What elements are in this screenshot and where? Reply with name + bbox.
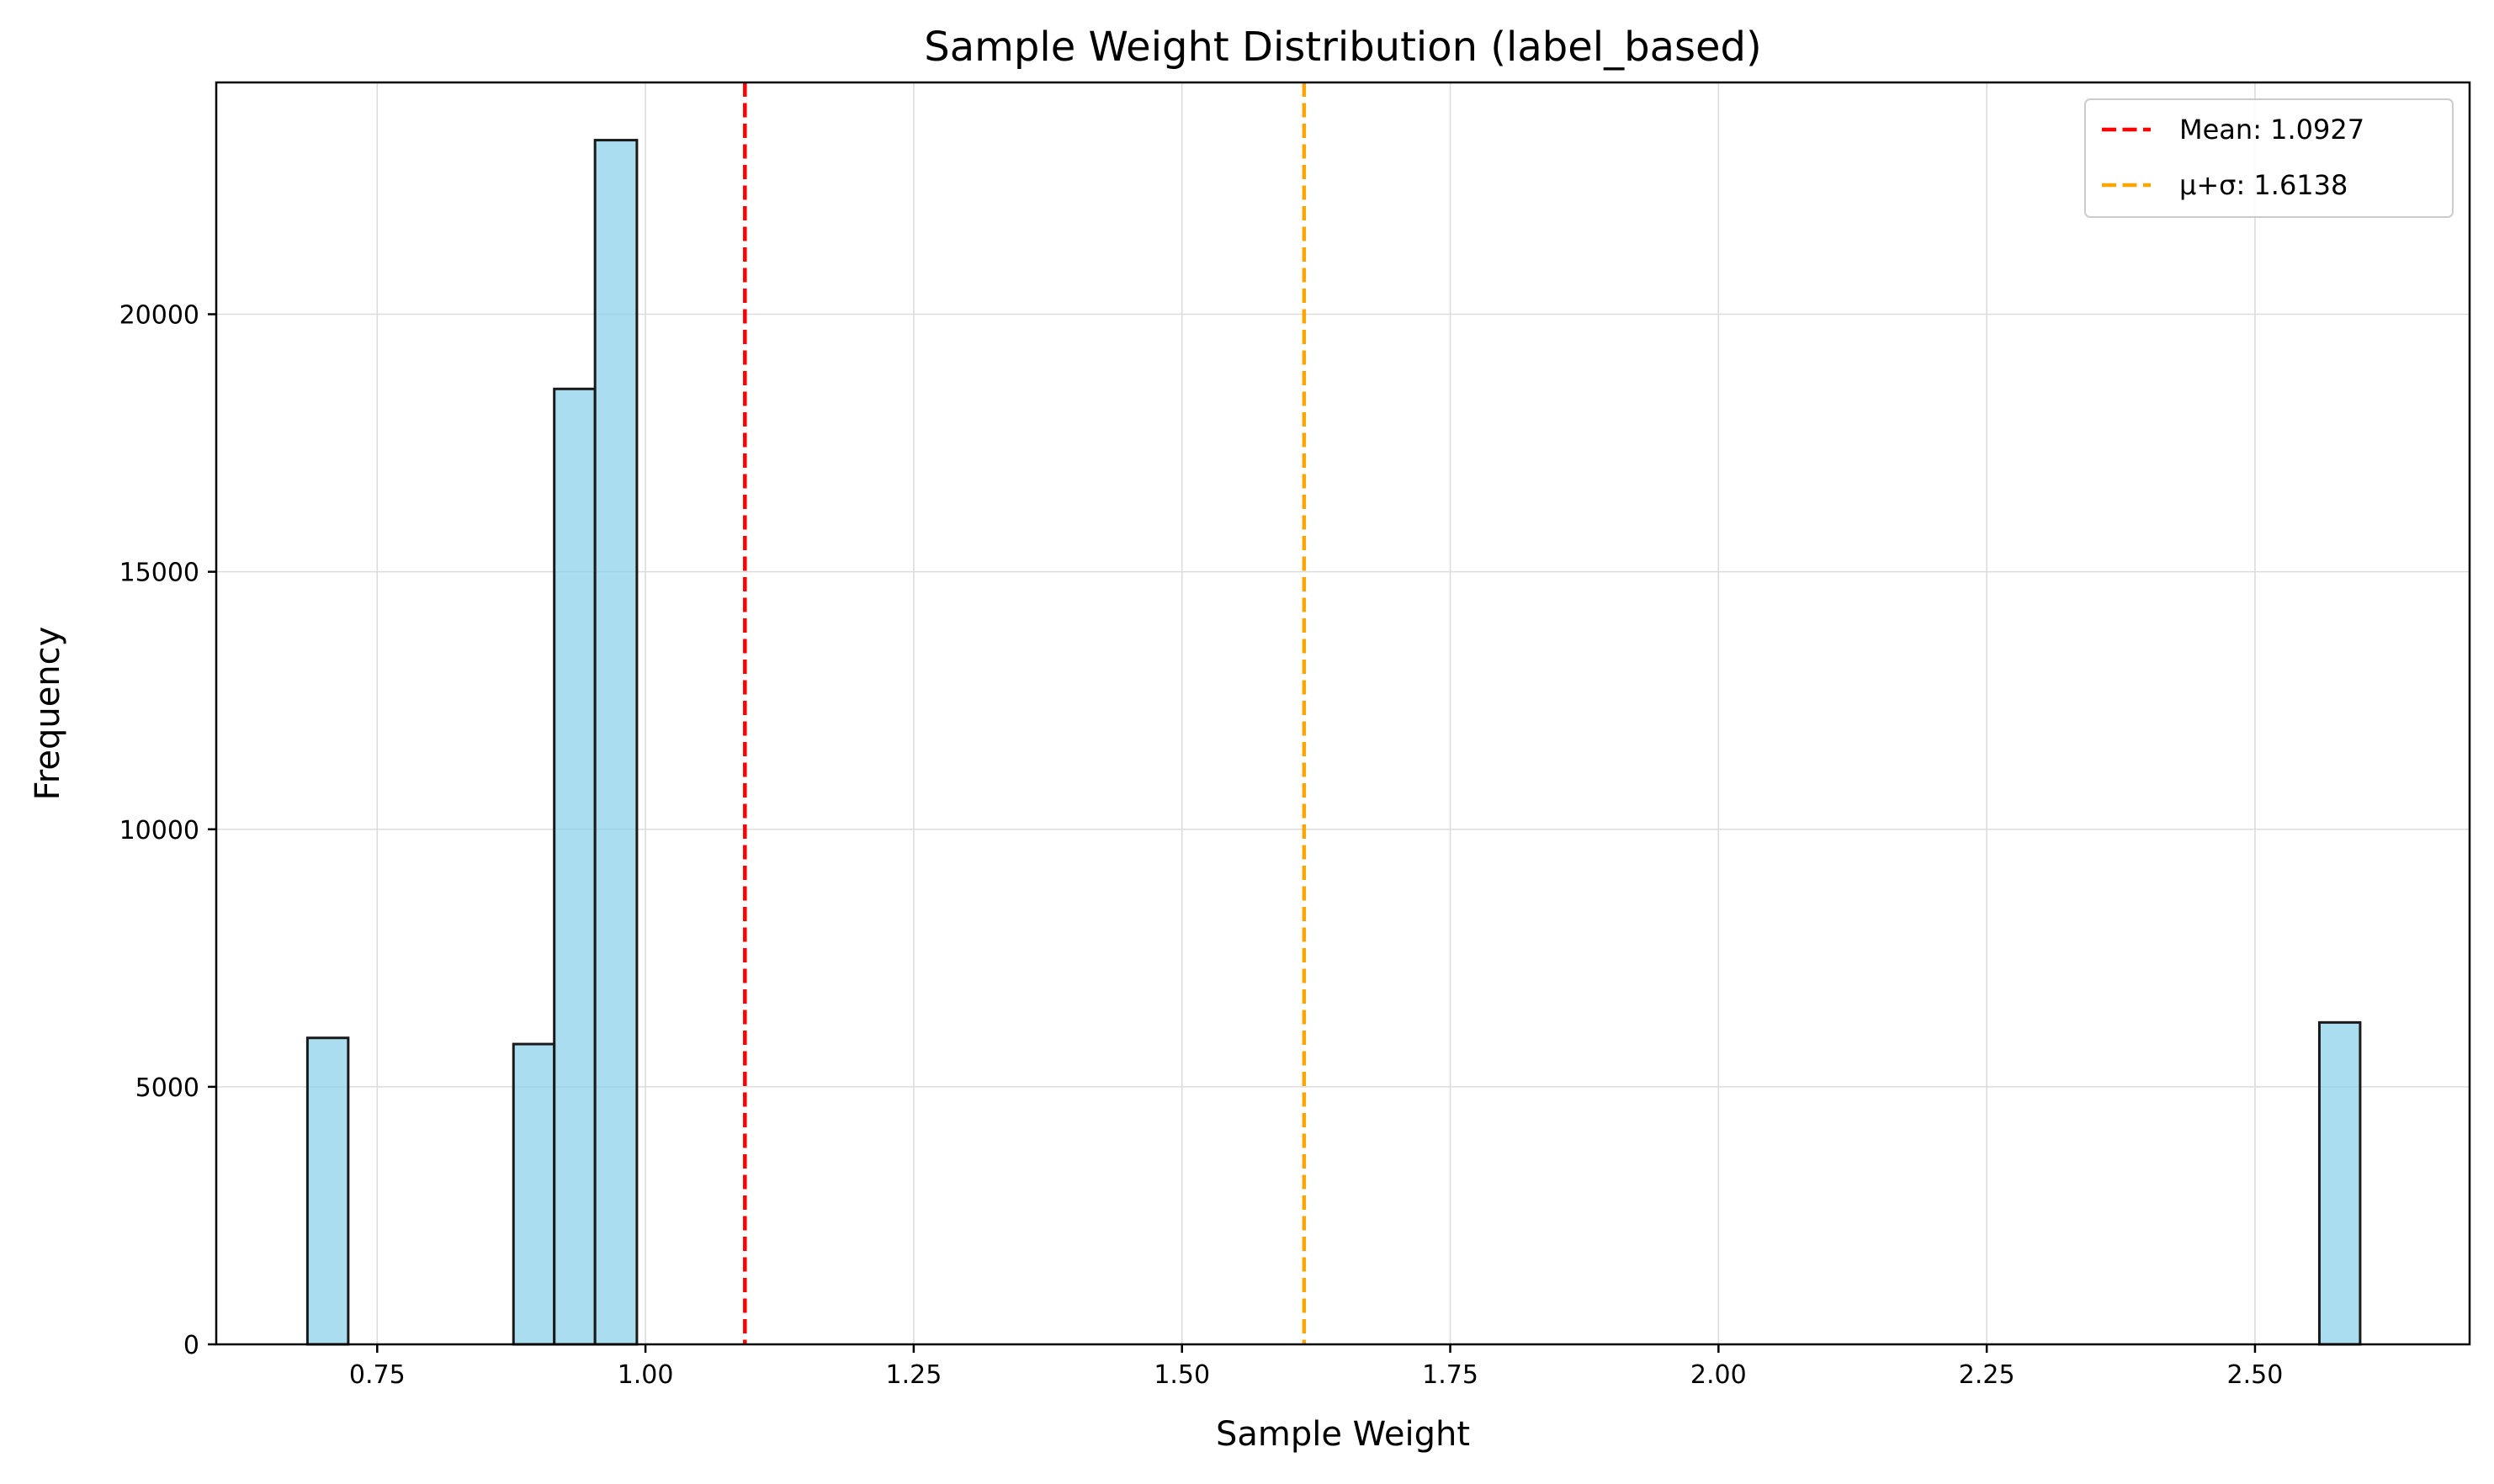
histogram-bar (553, 387, 597, 1346)
reference-lines (743, 82, 1307, 1344)
x-tick-label: 2.00 (1690, 1360, 1747, 1390)
histogram-bar (593, 139, 639, 1346)
legend-entry-label: μ+σ: 1.6138 (2179, 169, 2348, 201)
plot-frame (215, 81, 2471, 1346)
x-tick-label: 1.25 (886, 1360, 942, 1390)
y-tick-label: 5000 (135, 1073, 199, 1103)
legend: Mean: 1.0927 μ+σ: 1.6138 (2084, 98, 2454, 218)
y-tick-label: 15000 (119, 559, 199, 588)
x-tick-label: 1.00 (618, 1360, 674, 1390)
x-tick-label: 0.75 (349, 1360, 406, 1390)
x-tick-label: 1.75 (1422, 1360, 1478, 1390)
y-tick-label: 20000 (119, 301, 199, 331)
y-tick-label: 0 (183, 1331, 199, 1360)
x-tick-label: 2.25 (1959, 1360, 2015, 1390)
x-axis-label: Sample Weight (1216, 1415, 1470, 1454)
x-tick-label: 2.50 (2227, 1360, 2284, 1390)
y-tick-label: 10000 (119, 816, 199, 845)
x-tick-label: 1.50 (1154, 1360, 1210, 1390)
x-axis-ticks: 0.75 1.00 1.25 1.50 1.75 2.00 2.25 2.50 (349, 1344, 2283, 1390)
histogram-bar (512, 1042, 556, 1346)
y-axis-label: Frequency (29, 627, 67, 801)
histogram-bar (2317, 1020, 2362, 1346)
legend-box (2084, 98, 2454, 218)
y-axis-ticks: 0 5000 10000 15000 20000 (119, 301, 216, 1360)
chart-title: Sample Weight Distribution (label_based) (924, 24, 1761, 71)
histogram-bar (305, 1036, 350, 1346)
legend-entry-label: Mean: 1.0927 (2179, 114, 2364, 146)
histogram-bars (305, 139, 2362, 1346)
